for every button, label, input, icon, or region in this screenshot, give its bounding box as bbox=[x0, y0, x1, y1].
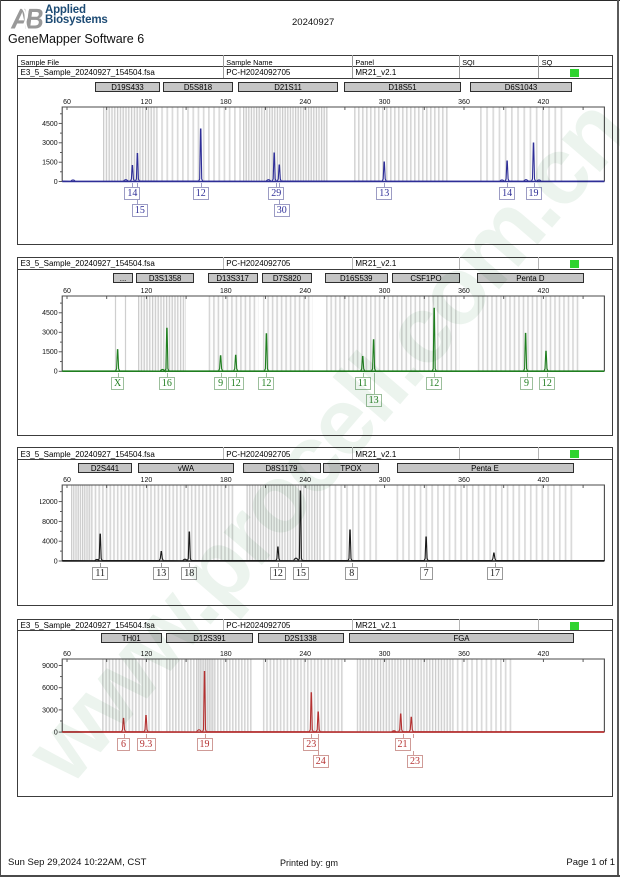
svg-text:360: 360 bbox=[458, 651, 470, 658]
svg-text:B: B bbox=[24, 4, 45, 30]
svg-text:420: 420 bbox=[538, 288, 550, 295]
svg-text:60: 60 bbox=[63, 288, 71, 295]
svg-text:60: 60 bbox=[63, 477, 71, 484]
svg-text:180: 180 bbox=[220, 477, 232, 484]
svg-text:420: 420 bbox=[538, 651, 550, 658]
svg-text:360: 360 bbox=[458, 288, 470, 295]
svg-text:1500: 1500 bbox=[42, 349, 58, 356]
svg-text:300: 300 bbox=[379, 477, 391, 484]
svg-text:300: 300 bbox=[379, 99, 391, 106]
svg-text:6000: 6000 bbox=[42, 685, 58, 692]
svg-text:360: 360 bbox=[458, 99, 470, 106]
svg-text:4500: 4500 bbox=[42, 121, 58, 128]
svg-text:240: 240 bbox=[299, 651, 311, 658]
svg-text:420: 420 bbox=[538, 477, 550, 484]
svg-text:360: 360 bbox=[458, 477, 470, 484]
svg-text:420: 420 bbox=[538, 99, 550, 106]
svg-text:0: 0 bbox=[54, 559, 58, 565]
svg-text:0: 0 bbox=[54, 369, 58, 375]
svg-text:120: 120 bbox=[141, 477, 153, 484]
svg-text:4000: 4000 bbox=[42, 539, 58, 546]
svg-text:240: 240 bbox=[299, 99, 311, 106]
svg-text:9000: 9000 bbox=[42, 663, 58, 670]
svg-text:120: 120 bbox=[141, 651, 153, 658]
svg-text:300: 300 bbox=[379, 288, 391, 295]
svg-text:3000: 3000 bbox=[42, 330, 58, 337]
svg-text:1500: 1500 bbox=[42, 160, 58, 167]
svg-text:8000: 8000 bbox=[42, 519, 58, 526]
svg-text:12000: 12000 bbox=[40, 499, 58, 506]
svg-text:180: 180 bbox=[220, 651, 232, 658]
svg-text:240: 240 bbox=[299, 477, 311, 484]
svg-text:3000: 3000 bbox=[42, 140, 58, 147]
svg-text:0: 0 bbox=[54, 179, 58, 185]
svg-text:0: 0 bbox=[54, 730, 58, 736]
svg-text:120: 120 bbox=[141, 288, 153, 295]
svg-text:180: 180 bbox=[220, 99, 232, 106]
svg-text:3000: 3000 bbox=[42, 708, 58, 715]
svg-text:240: 240 bbox=[299, 288, 311, 295]
svg-text:4500: 4500 bbox=[42, 310, 58, 317]
svg-text:120: 120 bbox=[141, 99, 153, 106]
svg-text:180: 180 bbox=[220, 288, 232, 295]
svg-text:60: 60 bbox=[63, 651, 71, 658]
svg-text:60: 60 bbox=[63, 99, 71, 106]
svg-text:300: 300 bbox=[379, 651, 391, 658]
